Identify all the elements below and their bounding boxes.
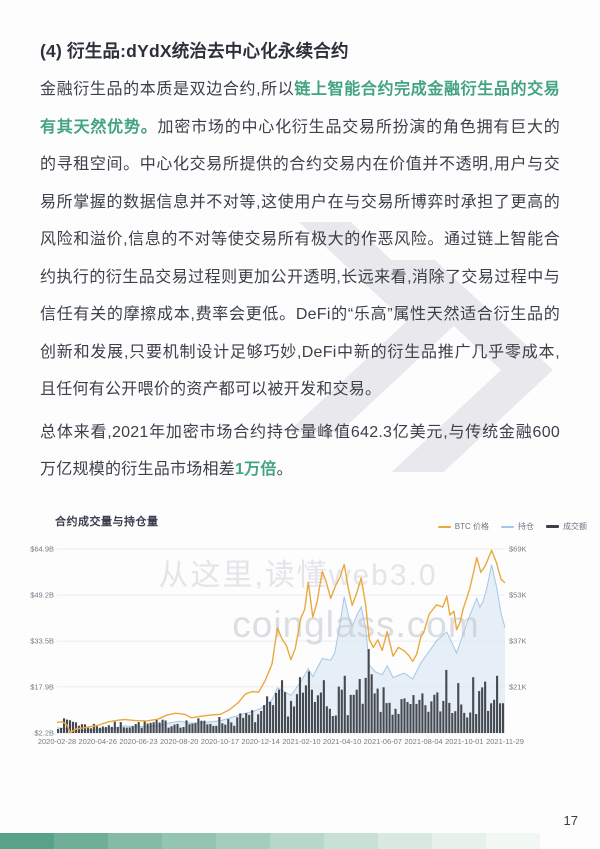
watermark-slogan: 从这里,读懂web3.0	[158, 559, 437, 592]
x-axis-label: 2020-06-23	[119, 737, 157, 746]
left-axis-label: $33.5B	[30, 637, 54, 646]
legend-item-bar: 成交额	[546, 521, 587, 532]
footer-bar-segment	[54, 833, 108, 849]
footer-bar-segment	[216, 833, 270, 849]
legend-label: 持仓	[518, 522, 534, 531]
chart-title: 合约成交量与持仓量	[55, 516, 159, 528]
x-axis-label: 2021-06-07	[364, 737, 402, 746]
left-axis-label: $49.2B	[30, 591, 54, 600]
footer-bar-segment	[270, 833, 324, 849]
x-axis-label: 2020-10-17	[201, 737, 239, 746]
left-axis-label: $17.9B	[30, 682, 54, 691]
right-axis-label: $37K	[509, 637, 527, 646]
paragraph-2-highlight: 1万倍	[235, 461, 277, 478]
paragraph-2-text: 总体来看,2021年加密市场合约持仓量峰值642.3亿美元,与传统金融600万亿…	[40, 423, 560, 479]
paragraph-2-text-rest: 。	[276, 461, 293, 478]
footer-bar-segment	[108, 833, 162, 849]
open-interest-area	[57, 564, 505, 733]
footer-bar-segment	[324, 833, 378, 849]
legend-marker-bar	[546, 525, 559, 528]
paragraph-1: 金融衍生品的本质是双边合约,所以链上智能合约完成金融衍生品的交易有其天然优势。加…	[40, 71, 560, 409]
left-axis-label: $2.2B	[34, 729, 54, 738]
legend-label: 成交额	[563, 522, 587, 531]
x-axis-label: 2020-04-26	[79, 737, 117, 746]
footer-bar-segment	[378, 833, 432, 849]
futures-volume-open-interest-chart: 合约成交量与持仓量 BTC 价格 持仓 成交额 从这里,读懂web3.0 coingl…	[0, 505, 600, 765]
footer-gradient-bar	[0, 833, 540, 849]
footer-bar-segment	[432, 833, 486, 849]
x-axis-label: 2021-08-04	[404, 737, 442, 746]
btc-price-line	[56, 549, 506, 734]
right-axis-label: $21K	[509, 683, 527, 692]
volume-bars	[57, 649, 505, 733]
x-axis-label: 2021-10-01	[445, 737, 483, 746]
legend-marker-line	[437, 525, 451, 528]
right-axis-label: $53K	[509, 591, 527, 600]
x-axis-label: 2020-12-14	[241, 737, 279, 746]
paragraph-2: 总体来看,2021年加密市场合约持仓量峰值642.3亿美元,与传统金融600万亿…	[40, 414, 560, 489]
x-axis-label: 2021-04-10	[323, 737, 361, 746]
paragraph-1-text-rest: 加密市场的中心化衍生品交易所扮演的角色拥有巨大的的寻租空间。中心化交易所提供的合…	[40, 118, 560, 399]
legend-item-area: 持仓	[501, 521, 534, 532]
footer-bar-segment	[162, 833, 216, 849]
footer-bar-segment	[0, 833, 54, 849]
right-axis-label: $69K	[509, 545, 527, 554]
chart-plot-area: 从这里,读懂web3.0 coinglass.com $64.9B $49.2B $33…	[30, 545, 527, 747]
open-interest-line	[56, 564, 506, 733]
legend-marker-area	[501, 525, 514, 528]
x-axis-label: 2021-02-10	[282, 737, 320, 746]
legend-label: BTC 价格	[454, 522, 489, 531]
coinglass-logo-watermark	[288, 222, 553, 472]
legend-item-line: BTC 价格	[437, 521, 489, 532]
x-axis-label: 2020-08-20	[160, 737, 198, 746]
article-body: (4) 衍生品:dYdX统治去中心化永续合约 金融衍生品的本质是双边合约,所以链…	[40, 38, 560, 489]
watermark-brand: coinglass.com	[232, 604, 479, 645]
section-heading: (4) 衍生品:dYdX统治去中心化永续合约	[40, 41, 349, 61]
page-number: 17	[563, 813, 578, 828]
x-axis-label: 2021-11-29	[486, 737, 524, 746]
paragraph-1-highlight: 链上智能合约完成金融衍生品的交易有其天然优势。	[40, 81, 560, 136]
footer-bar-segment	[486, 833, 540, 849]
paragraph-1-text: 金融衍生品的本质是双边合约,所以	[40, 81, 295, 98]
left-axis-label: $64.9B	[30, 545, 54, 554]
x-axis-label: 2020-02-28	[38, 737, 76, 746]
chart-legend: BTC 价格 持仓 成交额	[437, 521, 587, 532]
